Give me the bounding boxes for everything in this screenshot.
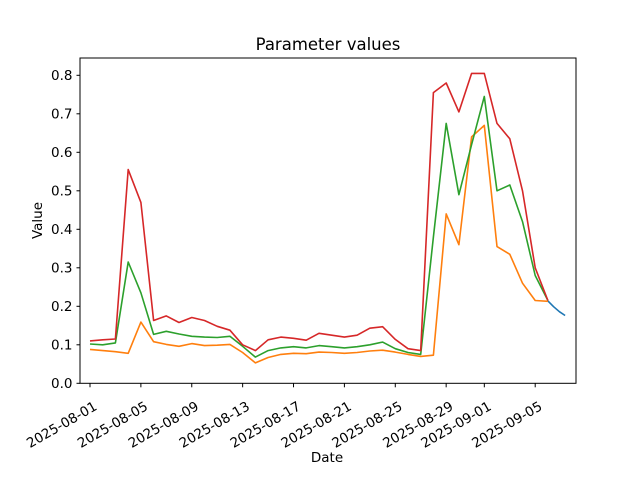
y-tick-label: 0.5: [51, 183, 72, 199]
chart-title: Parameter values: [256, 35, 401, 54]
x-axis-ticks: 2025-08-012025-08-052025-08-092025-08-13…: [24, 383, 545, 452]
x-axis-label: Date: [311, 450, 343, 466]
y-tick-label: 0.8: [51, 68, 72, 84]
series-line-series-blue: [547, 300, 566, 317]
y-tick-label: 0.4: [51, 222, 72, 238]
plot-area-border: [79, 57, 577, 384]
series-line-series-orange: [89, 124, 548, 364]
y-tick-label: 0.6: [51, 145, 72, 161]
y-axis-ticks: 0.0 0.1 0.2 0.3 0.4 0.5 0.6 0.7 0.8: [51, 68, 80, 392]
data-series: [89, 72, 566, 364]
y-tick-label: 0.7: [51, 106, 72, 122]
series-line-series-green: [89, 95, 549, 358]
y-axis-label: Value: [30, 202, 46, 239]
y-tick-label: 0.0: [51, 376, 72, 392]
y-tick-label: 0.1: [51, 337, 72, 353]
y-tick-label: 0.2: [51, 299, 72, 315]
series-line-series-red: [89, 72, 549, 352]
y-tick-label: 0.3: [51, 260, 72, 276]
